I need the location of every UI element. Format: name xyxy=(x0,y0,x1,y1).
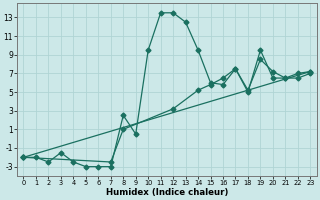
X-axis label: Humidex (Indice chaleur): Humidex (Indice chaleur) xyxy=(106,188,228,197)
